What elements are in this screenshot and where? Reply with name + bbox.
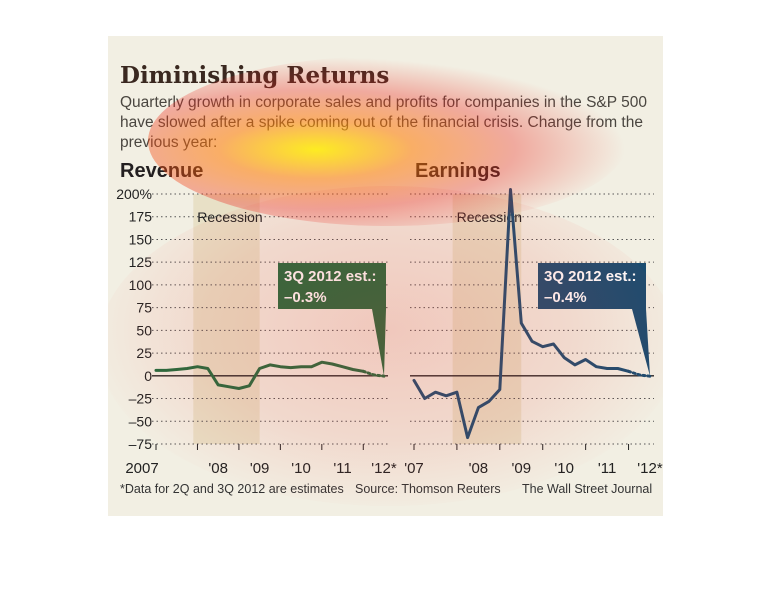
revenue-xtick-label: '09	[250, 460, 270, 477]
revenue-callout-box	[278, 263, 386, 309]
earnings-xtick-label: '11	[598, 460, 616, 477]
revenue-xtick-label: '10	[291, 460, 311, 477]
earnings-callout-pointer	[632, 309, 650, 377]
earnings-callout-box	[538, 263, 646, 309]
revenue-ytick-label: 100	[129, 277, 153, 293]
revenue-xtick-label: 2007	[125, 460, 158, 477]
revenue-ytick-label: 50	[136, 322, 152, 338]
revenue-callout-label: 3Q 2012 est.:	[284, 268, 377, 285]
graphic-card: Diminishing Returns Quarterly growth in …	[108, 36, 663, 516]
revenue-series-line	[154, 360, 365, 390]
revenue-xtick-label: '11	[333, 460, 351, 477]
earnings-xtick-label: '09	[511, 460, 531, 477]
earnings-recession-band	[452, 194, 522, 444]
earnings-callout-label: 3Q 2012 est.:	[544, 268, 637, 285]
earnings-xtick-label: '10	[554, 460, 574, 477]
revenue-recession-band	[193, 194, 260, 444]
earnings-callout-value: –0.4%	[544, 289, 587, 306]
revenue-ytick-label: 150	[129, 231, 153, 247]
revenue-xtick-label: '12*	[371, 460, 397, 477]
revenue-ytick-label: 125	[129, 254, 153, 270]
publisher-label: The Wall Street Journal	[522, 482, 653, 496]
revenue-ytick-label: 200%	[116, 186, 152, 202]
source-label: Source: Thomson Reuters	[355, 482, 501, 496]
revenue-callout-value: –0.3%	[284, 289, 327, 306]
earnings-xtick-label: '07	[404, 460, 424, 477]
revenue-ytick-label: –50	[129, 413, 153, 429]
revenue-ytick-label: 75	[136, 300, 152, 316]
revenue-ytick-label: –25	[129, 391, 153, 407]
earnings-xtick-label: '12*	[637, 460, 663, 477]
revenue-ytick-label: 0	[144, 368, 152, 384]
revenue-ytick-label: –75	[129, 436, 153, 452]
revenue-ytick-label: 25	[136, 345, 152, 361]
earnings-xtick-label: '08	[469, 460, 489, 477]
footnote: *Data for 2Q and 3Q 2012 are estimates	[120, 482, 344, 496]
chart-area: Recession200%1751501251007550250–25–50–7…	[116, 186, 663, 477]
revenue-callout-pointer	[372, 309, 386, 377]
earnings-estimate-line	[627, 369, 652, 378]
earnings-series-line	[412, 188, 630, 440]
revenue-ytick-label: 175	[129, 209, 153, 225]
revenue-estimate-line	[361, 369, 386, 378]
revenue-xtick-label: '08	[208, 460, 228, 477]
